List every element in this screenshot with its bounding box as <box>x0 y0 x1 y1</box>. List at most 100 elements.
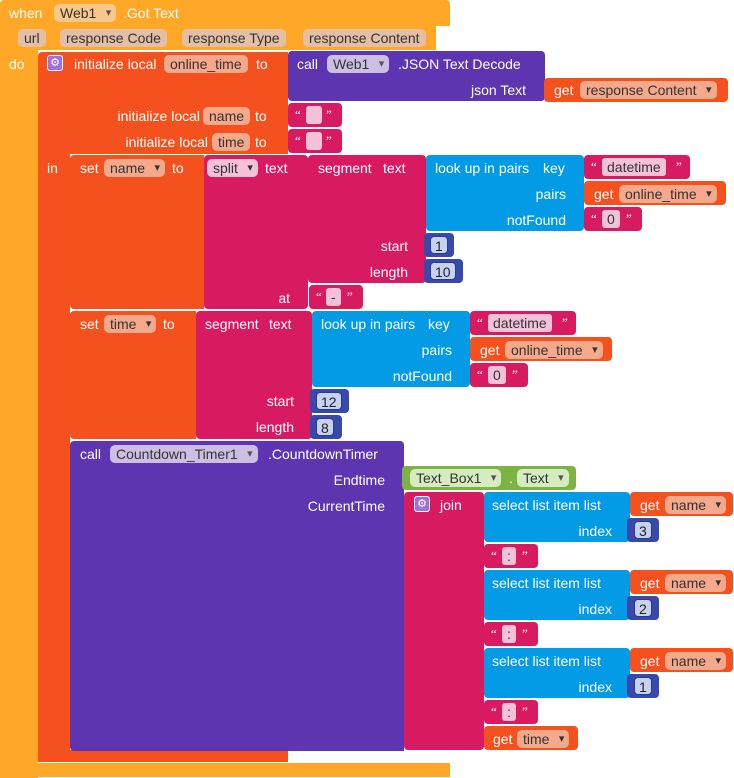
colon-value-2[interactable]: : <box>502 625 516 643</box>
init-local-bottom <box>38 750 288 762</box>
lookup-notfound-param-name: notFound <box>506 212 566 228</box>
name-dropdown-3[interactable]: name <box>665 652 727 670</box>
segment-text-param-name: text <box>383 160 406 176</box>
set-name-to: to <box>172 160 184 176</box>
time-dropdown[interactable]: time <box>517 730 570 748</box>
web1-json-dropdown[interactable]: Web1 <box>327 55 390 73</box>
mutator-gear-icon[interactable]: ⚙ <box>47 55 63 71</box>
set-time-to: to <box>163 316 175 332</box>
param-response-content[interactable]: response Content <box>303 29 426 47</box>
notfound-zero-value-name[interactable]: 0 <box>602 210 620 228</box>
text-property-dropdown[interactable]: Text <box>517 469 569 487</box>
set-name-block[interactable] <box>70 155 204 309</box>
split-dropdown[interactable]: split <box>207 159 258 177</box>
in-label: in <box>47 160 58 176</box>
select-list-item-label-2: select list item list <box>492 575 601 591</box>
online-time-dropdown-name[interactable]: online_time <box>619 185 717 203</box>
index-number-field-1[interactable]: 3 <box>634 521 652 539</box>
key-datetime-string-time[interactable]: “datetime” <box>470 311 576 335</box>
get-online-time-label-time: get <box>480 342 500 358</box>
lookup-pairs-block-time[interactable] <box>312 311 470 387</box>
lookup-key-param-name: key <box>543 160 565 176</box>
notfound-zero-string-name[interactable]: “0” <box>584 207 642 231</box>
segment-label-name: segment <box>318 160 372 176</box>
length-number-field-time[interactable]: 8 <box>316 418 334 436</box>
select-list-item-block-1[interactable] <box>484 492 630 542</box>
colon-value-1[interactable]: : <box>502 547 516 565</box>
index-number-field-3[interactable]: 1 <box>634 677 652 695</box>
init-local-left-bar <box>38 154 70 758</box>
notfound-zero-value-time[interactable]: 0 <box>488 366 506 384</box>
set-time-label: set <box>80 316 99 332</box>
param-url[interactable]: url <box>18 29 46 47</box>
key-datetime-value-name[interactable]: datetime <box>602 158 666 176</box>
get-name-label-2: get <box>640 575 660 591</box>
init-time-empty-value[interactable] <box>306 132 322 150</box>
currenttime-param: CurrentTime <box>307 498 385 514</box>
param-response-code[interactable]: response Code <box>60 29 167 47</box>
init-name-to: to <box>255 108 267 124</box>
start-number-field-time[interactable]: 12 <box>316 392 342 410</box>
call-json-label: call <box>297 56 319 72</box>
colon-string-3[interactable]: “:” <box>484 700 538 724</box>
colon-value-3[interactable]: : <box>502 703 516 721</box>
join-label: join <box>440 497 462 513</box>
segment-block-time[interactable] <box>196 311 312 439</box>
select-index-param-2: index <box>578 601 612 617</box>
event-block-bottom <box>0 763 450 777</box>
segment-text-param-time: text <box>269 316 292 332</box>
name-dropdown-2[interactable]: name <box>665 574 727 592</box>
call-countdown-block[interactable] <box>70 441 404 751</box>
param-response-type[interactable]: response Type <box>182 29 286 47</box>
segment-length-param-time: length <box>255 419 294 435</box>
segment-block-name[interactable] <box>308 155 426 283</box>
segment-start-param-time: start <box>266 393 294 409</box>
split-block[interactable] <box>204 155 308 309</box>
select-list-item-block-2[interactable] <box>484 570 630 620</box>
lookup-label-name: look up in pairs <box>435 160 530 176</box>
notfound-zero-string-time[interactable]: “0” <box>470 363 528 387</box>
init-online-label: initialize local <box>74 56 157 72</box>
lookup-label-time: look up in pairs <box>321 316 416 332</box>
length-number-field-name[interactable]: 10 <box>430 262 456 280</box>
select-index-param-1: index <box>578 523 612 539</box>
online-time-dropdown-time[interactable]: online_time <box>505 341 603 359</box>
online-time-var-field[interactable]: online_time <box>164 55 248 73</box>
countdown-timer-dropdown[interactable]: Countdown_Timer1 <box>110 445 258 463</box>
do-label: do <box>9 56 25 72</box>
split-at-dash-value[interactable]: - <box>326 288 341 306</box>
colon-string-2[interactable]: “:” <box>484 622 538 646</box>
init-name-empty-string[interactable]: “” <box>288 103 342 127</box>
index-number-field-2[interactable]: 2 <box>634 599 652 617</box>
time-var-field[interactable]: time <box>212 133 251 151</box>
set-time-var-dropdown[interactable]: time <box>104 315 157 333</box>
countdown-method: .CountdownTimer <box>268 446 378 462</box>
endtime-param: Endtime <box>333 472 385 488</box>
got-text-label: .Got Text <box>123 5 179 21</box>
set-name-var-dropdown[interactable]: name <box>104 159 166 177</box>
get-response-label: get <box>554 82 574 98</box>
key-datetime-string-name[interactable]: “datetime” <box>584 155 690 179</box>
join-mutator-gear-icon[interactable]: ⚙ <box>414 496 430 512</box>
init-time-empty-string[interactable]: “” <box>288 129 342 153</box>
json-text-param: json Text <box>471 82 526 98</box>
join-block[interactable] <box>404 492 484 750</box>
name-dropdown-1[interactable]: name <box>665 496 727 514</box>
lookup-pairs-block-name[interactable] <box>426 155 584 231</box>
name-var-field[interactable]: name <box>203 107 251 125</box>
segment-length-param-name: length <box>369 264 408 280</box>
response-content-dropdown[interactable]: response Content <box>580 81 717 99</box>
lookup-pairs-param-name: pairs <box>535 186 566 202</box>
init-name-empty-value[interactable] <box>306 106 322 124</box>
get-name-label-1: get <box>640 497 660 513</box>
textbox-dropdown[interactable]: Text_Box1 <box>410 469 502 487</box>
when-label: when <box>9 5 43 21</box>
web1-dropdown[interactable]: Web1 <box>54 4 117 22</box>
split-at-dash-string[interactable]: “-” <box>309 285 363 309</box>
start-number-field-name[interactable]: 1 <box>430 236 448 254</box>
key-datetime-value-time[interactable]: datetime <box>488 314 552 332</box>
colon-string-1[interactable]: “:” <box>484 544 538 568</box>
lookup-pairs-param-time: pairs <box>421 342 452 358</box>
event-block-left-bar <box>0 50 38 778</box>
select-list-item-block-3[interactable] <box>484 648 630 698</box>
